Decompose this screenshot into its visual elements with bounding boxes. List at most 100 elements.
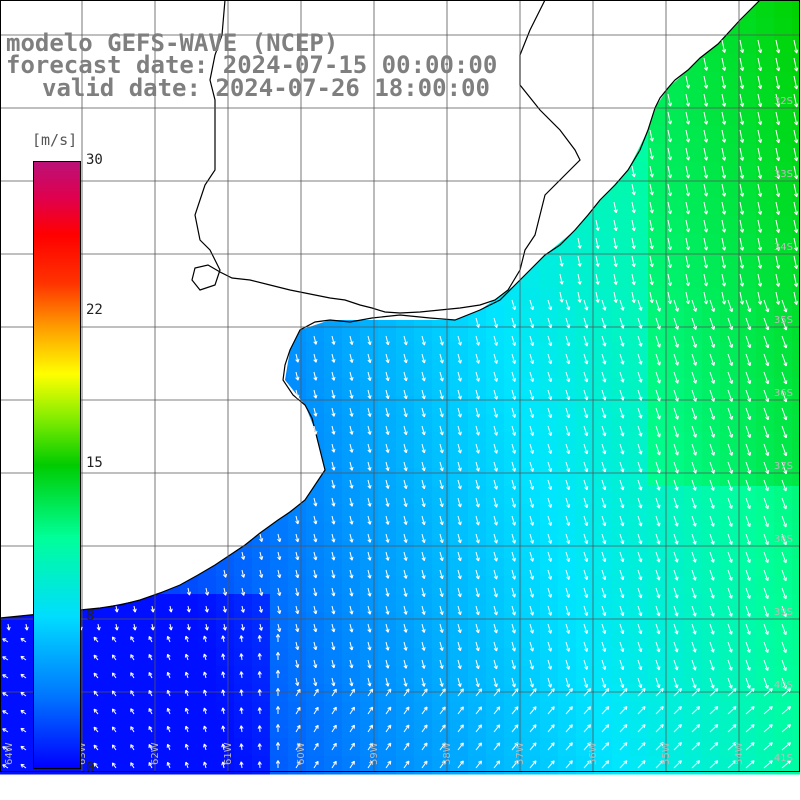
wind-arrow [439, 335, 444, 346]
wind-arrow [547, 371, 553, 383]
wind-arrow [511, 724, 519, 733]
lon-label: 55W [661, 742, 672, 765]
wind-arrow [655, 335, 661, 348]
wind-arrow [349, 497, 354, 507]
wind-arrow [667, 129, 673, 143]
wind-arrow [367, 335, 372, 346]
wind-arrow [331, 353, 336, 363]
wind-arrow [703, 273, 709, 287]
longitude-labels: 64W 63W 62W 61W 60W 59W 58W 57W 56W 55W 54W [4, 742, 745, 765]
wind-arrow [439, 371, 444, 382]
wind-arrow [727, 605, 733, 617]
wind-arrow [709, 299, 716, 312]
wind-arrow [613, 273, 618, 285]
wind-arrow [691, 742, 701, 751]
wind-arrow [331, 443, 336, 453]
wind-arrow [763, 317, 770, 331]
wind-arrow [313, 497, 318, 507]
wind-arrow [667, 219, 673, 233]
wind-arrow [493, 461, 498, 472]
wind-arrow [457, 688, 464, 697]
wind-arrow [475, 724, 483, 733]
colorbar-unit: [m/s] [32, 131, 78, 149]
wind-arrow [763, 425, 770, 439]
wind-arrow [709, 407, 715, 420]
wind-arrow [96, 623, 101, 631]
wind-arrow [637, 569, 643, 581]
wind-arrow [439, 677, 444, 687]
wind-arrow [637, 677, 643, 689]
wind-arrow [619, 425, 625, 437]
wind-arrow [559, 255, 564, 267]
wind-arrow [685, 201, 691, 215]
wind-arrow [511, 742, 519, 751]
wind-arrow [685, 219, 691, 233]
wind-arrow [565, 760, 573, 769]
wind-arrow [745, 479, 751, 492]
wind-arrow [559, 273, 564, 285]
wind-arrow [547, 299, 553, 311]
wind-arrow [619, 317, 625, 329]
wind-arrow [493, 335, 499, 346]
wind-arrow [727, 479, 733, 492]
wind-arrow [367, 515, 372, 525]
wind-arrow [775, 291, 781, 305]
wind-arrow [601, 551, 607, 563]
wind-arrow [709, 425, 715, 438]
wind-arrow [691, 641, 697, 653]
wind-arrow [763, 587, 769, 600]
wind-arrow [727, 443, 734, 456]
lat-label: 40S [774, 680, 793, 691]
wind-arrow [781, 641, 787, 654]
wind-arrow [547, 706, 555, 715]
wind-arrow [727, 688, 737, 697]
wind-arrow [601, 371, 607, 383]
wind-arrow [511, 335, 517, 346]
wind-arrow [727, 641, 733, 653]
wind-arrow [130, 708, 135, 715]
wind-arrow [637, 659, 643, 671]
wind-arrow [619, 724, 628, 733]
wind-arrow [775, 147, 781, 162]
wind-arrow [403, 688, 410, 697]
wind-arrow [691, 605, 697, 617]
wind-arrow [691, 760, 701, 769]
wind-arrow [349, 461, 354, 471]
wind-arrow [709, 389, 716, 402]
wind-arrow [130, 636, 135, 643]
wind-arrow [709, 551, 715, 563]
wind-arrow [257, 653, 262, 661]
wind-arrow [275, 724, 281, 733]
wind-arrow [655, 742, 664, 751]
wind-arrow [703, 111, 709, 125]
wind-arrow [349, 407, 354, 417]
wind-arrow [130, 654, 135, 661]
wind-arrow [511, 443, 517, 454]
wind-arrow [649, 201, 654, 214]
wind-arrow [331, 605, 336, 615]
wind-arrow [649, 147, 654, 160]
wind-arrow [739, 183, 745, 197]
wind-arrow [781, 706, 792, 715]
wind-arrow [727, 299, 734, 313]
lon-label: 57W [515, 742, 526, 765]
wind-arrow [547, 623, 553, 634]
wind-arrow [673, 299, 679, 312]
wind-arrow [222, 605, 227, 613]
wind-arrow [385, 641, 390, 651]
wind-arrow [655, 371, 661, 384]
wind-arrow [475, 497, 480, 508]
wind-arrow [685, 255, 691, 269]
wind-arrow [619, 569, 625, 581]
wind-arrow [547, 425, 553, 437]
wind-arrow [655, 551, 661, 563]
wind-arrow [493, 677, 498, 688]
wind-arrow [331, 569, 336, 579]
wind-arrow [631, 165, 636, 178]
wind-arrow [745, 760, 755, 769]
wind-arrow [421, 461, 426, 472]
lon-label: 54W [734, 742, 745, 765]
wind-arrow [583, 641, 589, 652]
wind-arrow [204, 587, 210, 596]
wind-arrow [295, 353, 300, 363]
